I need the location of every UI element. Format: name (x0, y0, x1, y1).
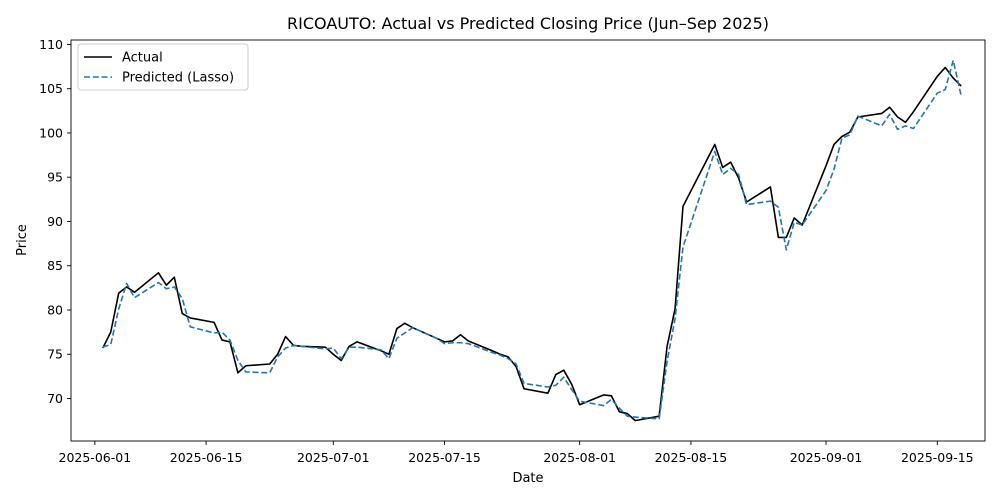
series-line-actual (102, 66, 962, 422)
chart-title: RICOAUTO: Actual vs Predicted Closing Pr… (287, 14, 769, 33)
x-tick-label: 2025-09-01 (790, 450, 863, 465)
x-tick-label: 2025-06-15 (170, 450, 243, 465)
y-tick-label: 90 (47, 214, 63, 229)
y-tick-label: 75 (47, 347, 63, 362)
y-tick-label: 70 (47, 391, 63, 406)
x-tick-label: 2025-09-15 (901, 450, 974, 465)
x-tick-label: 2025-08-15 (655, 450, 728, 465)
y-tick-label: 95 (47, 170, 63, 185)
legend-label: Predicted (Lasso) (122, 71, 234, 86)
y-tick-label: 100 (39, 125, 63, 140)
y-axis-label: Price (15, 224, 30, 256)
y-tick-label: 110 (39, 37, 63, 52)
x-tick-label: 2025-08-01 (543, 450, 616, 465)
legend-label: Actual (122, 51, 163, 66)
x-axis: 2025-06-01 2025-06-15 2025-07-01 2025-07-15… (59, 441, 974, 465)
plot-frame (70, 39, 986, 442)
legend: Actual Predicted (Lasso) (77, 43, 249, 91)
y-tick-label: 80 (47, 302, 63, 317)
x-tick-label: 2025-07-01 (297, 450, 370, 465)
plot-area (70, 39, 986, 442)
x-axis-label: Date (512, 471, 543, 486)
series-line-predicted-lasso (102, 59, 962, 420)
x-tick-label: 2025-07-15 (408, 450, 481, 465)
y-tick-label: 105 (39, 81, 63, 96)
legend-box (77, 43, 249, 91)
x-tick-label: 2025-06-01 (59, 450, 132, 465)
y-axis: 70 75 80 85 90 95 100 105 110 (39, 37, 71, 406)
y-tick-label: 85 (47, 258, 63, 273)
